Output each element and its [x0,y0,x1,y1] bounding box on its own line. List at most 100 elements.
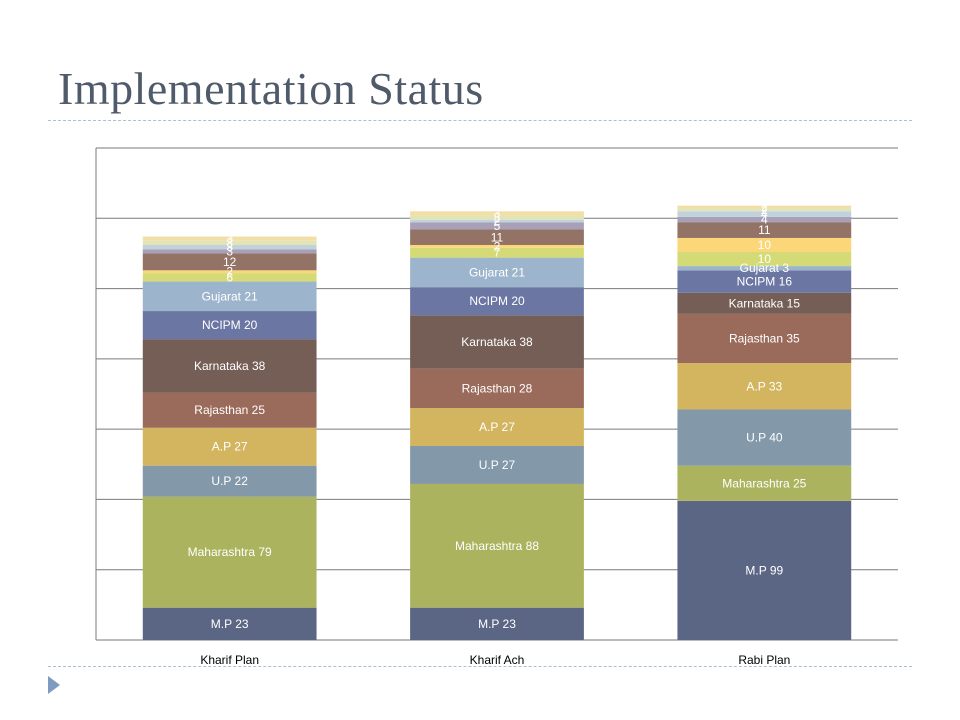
x-axis: Kharif Plan Kharif Ach Rabi Plan [200,653,790,667]
data-label: 4 [761,207,768,221]
bar-segment [410,244,584,248]
data-label: 10 [758,238,772,252]
data-label: 10 [758,252,772,266]
bar-segment [142,270,317,274]
data-label: Rajasthan 28 [462,381,533,395]
data-label: Rajasthan 25 [194,403,265,417]
bar-segment [410,215,584,220]
bar-segment [410,219,584,223]
bar-segment [410,229,584,245]
bar-segment [677,292,852,314]
data-label: 3 [226,232,233,246]
data-label: 7 [494,246,501,260]
data-label: 2 [761,200,768,214]
bar-segment [410,287,584,316]
bar-segment [677,208,852,212]
data-label: NCIPM 20 [469,294,525,308]
bar-segment [677,211,852,217]
data-label: Maharashtra 25 [722,476,806,490]
data-label: 2 [494,214,501,228]
data-label: M.P 23 [211,617,249,631]
bar-segment [677,216,852,223]
bar-segment [142,253,317,271]
data-label: 3 [494,206,501,220]
bar-segment [142,496,317,608]
segment-labels: M.P 23 Maharashtra 79 U.P 22 A.P 27 Rajastha… [188,200,807,631]
data-label: 2 [226,265,233,279]
data-label: U.P 40 [746,431,783,445]
data-label: A.P 27 [212,440,248,454]
bar-segment [677,465,852,501]
bar-segment [142,281,317,312]
bar-segment [410,247,584,258]
footer-divider [48,666,912,667]
data-label: A.P 33 [746,379,782,393]
data-label: Maharashtra 79 [188,545,272,559]
x-tick-label: Kharif Ach [470,653,525,667]
data-label: 12 [223,255,237,269]
bar-segment [142,244,317,250]
bar-segment [677,222,852,238]
bar-segment [677,237,852,253]
bar-segment [142,311,317,340]
title-divider [48,120,912,121]
data-label: M.P 23 [478,617,516,631]
x-tick-label: Rabi Plan [738,653,790,667]
bar-segment [410,446,584,484]
bar-segment [142,249,317,254]
data-label: Rajasthan 35 [729,331,800,345]
data-label: A.P 27 [479,420,515,434]
data-label: U.P 22 [211,474,248,488]
data-label: 3 [226,244,233,258]
bar-segment [677,205,852,209]
data-label: 2 [761,203,768,217]
data-label: NCIPM 16 [737,275,793,289]
bar-segment [410,368,584,409]
bar-segment [677,266,852,271]
page-title: Implementation Status [58,63,484,114]
bar-segment [410,483,584,608]
bar-segment [677,313,852,364]
data-label: 11 [491,230,504,244]
bar-segment [677,409,852,466]
bar-segment [142,240,317,245]
data-label: NCIPM 20 [202,318,258,332]
bar-segment [410,408,584,447]
data-label: M.P 99 [745,563,783,577]
data-label: Maharashtra 88 [455,539,539,553]
data-label: 4 [761,213,768,227]
bar-segment [677,363,852,410]
data-label: 6 [226,270,233,284]
data-label: U.P 27 [479,458,516,472]
data-label: Karnataka 38 [194,359,266,373]
bars [142,205,852,640]
bar-segment [142,465,317,497]
data-label: Gujarat 21 [202,289,258,303]
bullet-arrow-icon [48,676,60,694]
data-label: Karnataka 15 [729,296,801,310]
bar-segment [410,257,584,288]
data-label: Gujarat 3 [740,261,790,275]
bar-segment [410,607,584,640]
bar-segment [410,315,584,369]
data-label: 3 [494,211,501,225]
bar-segment [142,339,317,393]
bar-segment [677,252,852,267]
bar-segment [142,273,317,282]
bar-segment [142,427,317,466]
data-label: Karnataka 38 [461,335,533,349]
data-label: 2 [494,239,501,253]
bar-segment [142,607,317,640]
bar-segment [410,211,584,216]
data-label: Gujarat 21 [469,265,525,279]
data-label: 5 [494,219,501,233]
data-label: 3 [226,236,233,250]
bar-segment [410,222,584,230]
bar-segment [677,270,852,293]
bar-segment [142,236,317,241]
x-tick-label: Kharif Plan [200,653,259,667]
bar-segment [677,500,852,640]
data-label: 11 [758,223,771,237]
data-label: 3 [226,240,233,254]
